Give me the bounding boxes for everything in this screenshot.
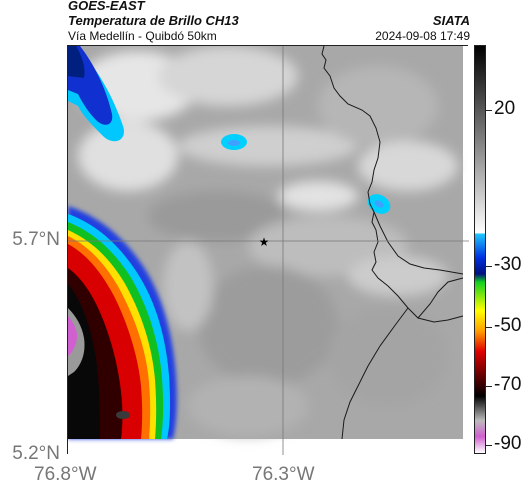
colorbar <box>474 45 486 454</box>
x-tick-label: 76.3°W <box>252 464 315 485</box>
product-title: Temperatura de Brillo CH13 <box>68 13 239 28</box>
municipal-boundary <box>341 211 464 440</box>
cloud-texture <box>78 46 458 436</box>
colorbar-label: -50 <box>494 315 522 336</box>
satellite-title: GOES-EAST <box>68 0 145 13</box>
brand-label: SIATA <box>432 13 470 28</box>
convective-band-northwest <box>68 46 124 142</box>
colorbar-label: 20 <box>494 98 516 119</box>
colorbar-gradient <box>475 46 485 453</box>
convective-cell-west <box>68 206 177 439</box>
colorbar-label: -90 <box>494 433 522 454</box>
colorbar-tick <box>486 110 492 111</box>
department-boundary <box>321 46 464 323</box>
y-tick-label: 5.2°N <box>12 443 60 464</box>
colorbar-tick <box>486 445 492 446</box>
map-canvas: ★ <box>68 46 469 455</box>
colorbar-label: -30 <box>494 254 522 275</box>
satellite-map: ★ <box>67 45 469 455</box>
colorbar-label: -70 <box>494 374 522 395</box>
route-subtitle: Vía Medellín - Quibdó 50km <box>68 29 217 43</box>
datetime-label: 2024-09-08 17:49 <box>375 29 470 43</box>
colorbar-tick <box>486 266 492 267</box>
location-marker: ★ <box>259 235 270 249</box>
y-tick-label: 5.7°N <box>12 229 60 250</box>
x-tick-label: 76.8°W <box>34 464 97 485</box>
colorbar-tick <box>486 327 492 328</box>
colorbar-tick <box>486 386 492 387</box>
